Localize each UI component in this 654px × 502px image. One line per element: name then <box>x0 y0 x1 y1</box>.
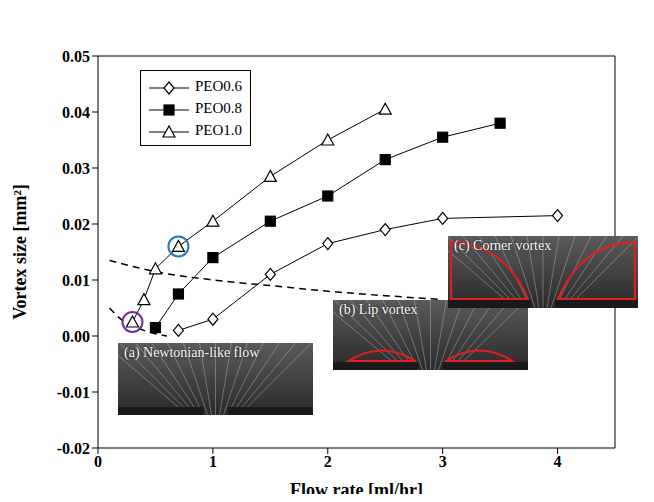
svg-text:Flow rate [ml/hr]: Flow rate [ml/hr] <box>290 480 423 494</box>
html-text:(c) Corner vortex: (c) Corner vortex <box>454 238 552 253</box>
svg-text:0.03: 0.03 <box>62 160 90 177</box>
html-text:(a) Newtonian-like flow: (a) Newtonian-like flow <box>124 345 260 360</box>
svg-text:0: 0 <box>94 453 102 470</box>
svg-text:1: 1 <box>209 453 217 470</box>
html-text:(b) Lip vortex: (b) Lip vortex <box>339 302 418 317</box>
svg-text:0.00: 0.00 <box>62 328 90 345</box>
html-text:PEO1.0: PEO1.0 <box>195 122 243 138</box>
svg-text:4: 4 <box>554 453 562 470</box>
html-text:PEO0.6: PEO0.6 <box>195 78 243 94</box>
svg-text:0.04: 0.04 <box>62 104 90 121</box>
html-text:PEO0.8: PEO0.8 <box>195 100 243 116</box>
svg-text:3: 3 <box>439 453 447 470</box>
svg-text:0.01: 0.01 <box>62 272 90 289</box>
svg-text:-0.01: -0.01 <box>57 384 90 401</box>
svg-text:Vortex size [mm²]: Vortex size [mm²] <box>10 184 30 320</box>
svg-text:0.02: 0.02 <box>62 216 90 233</box>
svg-text:2: 2 <box>324 453 332 470</box>
svg-text:-0.02: -0.02 <box>57 440 90 457</box>
svg-text:0.05: 0.05 <box>62 48 90 65</box>
